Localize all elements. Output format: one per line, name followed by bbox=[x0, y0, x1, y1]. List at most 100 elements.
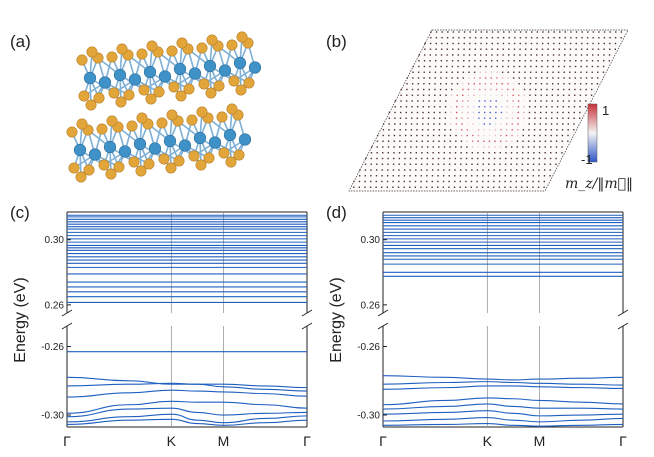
spin-dot bbox=[411, 100, 413, 102]
spin-dot bbox=[545, 111, 547, 114]
sulfur-atom bbox=[115, 96, 127, 108]
band-line bbox=[66, 400, 308, 414]
axis-break-mark bbox=[377, 322, 389, 330]
sulfur-atom bbox=[168, 81, 180, 93]
spin-dot bbox=[555, 157, 557, 160]
spin-dot bbox=[440, 48, 443, 50]
spin-dot bbox=[397, 180, 400, 183]
y-axis-label: Energy (eV) bbox=[328, 277, 345, 362]
tungsten-atom bbox=[218, 64, 232, 77]
spin-dot bbox=[394, 117, 396, 119]
spin-dot bbox=[547, 37, 550, 39]
spin-dot bbox=[484, 94, 486, 96]
spin-dot bbox=[435, 31, 438, 33]
spin-dot bbox=[573, 100, 576, 102]
spin-dot bbox=[425, 186, 428, 188]
spin-dot bbox=[397, 186, 400, 188]
spin-dot bbox=[540, 77, 543, 79]
spin-dot bbox=[502, 48, 504, 50]
spin-dot bbox=[615, 31, 617, 33]
spin-dot bbox=[449, 152, 451, 154]
band-line bbox=[66, 376, 308, 389]
spin-dot bbox=[424, 54, 426, 56]
spin-dot bbox=[597, 60, 599, 62]
spin-dot bbox=[474, 54, 476, 56]
spin-dot bbox=[478, 123, 480, 125]
spin-dot bbox=[557, 83, 559, 85]
spin-dot bbox=[455, 129, 457, 131]
spin-dot bbox=[538, 175, 540, 177]
spin-dot bbox=[539, 134, 541, 137]
spin-dot bbox=[482, 175, 484, 177]
spin-dot bbox=[620, 37, 622, 39]
spin-dot bbox=[387, 157, 389, 160]
spin-dot bbox=[522, 129, 525, 131]
spin-dot bbox=[406, 88, 408, 91]
spin-dot bbox=[467, 100, 469, 102]
spin-dot bbox=[427, 123, 430, 125]
spin-dot bbox=[534, 111, 536, 114]
spin-dot bbox=[567, 123, 570, 125]
sulfur-atom bbox=[226, 39, 238, 51]
spin-dot bbox=[493, 157, 496, 160]
spin-dot bbox=[527, 146, 530, 148]
y-tick-label: -0.26 bbox=[357, 342, 380, 353]
spin-dot bbox=[364, 175, 366, 177]
sulfur-atom bbox=[76, 118, 88, 130]
spin-dot bbox=[404, 163, 406, 165]
spin-dot bbox=[551, 83, 554, 85]
sulfur-atom bbox=[176, 37, 188, 49]
spin-dot bbox=[568, 106, 570, 108]
crystal-structure-image bbox=[66, 31, 262, 183]
sulfur-atom bbox=[83, 164, 95, 176]
spin-dot bbox=[509, 180, 512, 183]
spin-dot bbox=[449, 140, 451, 142]
spin-dot bbox=[448, 186, 450, 188]
sulfur-atom bbox=[186, 114, 198, 126]
spin-dot bbox=[527, 163, 529, 165]
spin-dot bbox=[549, 175, 551, 177]
spin-dot bbox=[404, 134, 407, 137]
spin-dot bbox=[400, 94, 402, 96]
spin-dot bbox=[454, 175, 456, 177]
spin-dot bbox=[534, 106, 536, 108]
spin-dot bbox=[557, 100, 559, 102]
spin-dot bbox=[353, 186, 355, 188]
spin-dot bbox=[614, 48, 616, 50]
sulfur-atom bbox=[108, 87, 120, 99]
spin-dot bbox=[439, 88, 442, 91]
spin-dot bbox=[557, 88, 559, 91]
spin-dot bbox=[592, 42, 594, 45]
spin-dot bbox=[399, 140, 401, 142]
spin-dot bbox=[485, 60, 487, 62]
spin-dot bbox=[437, 175, 439, 177]
spin-dot bbox=[536, 37, 538, 39]
spin-dot bbox=[508, 37, 510, 39]
spin-dot bbox=[435, 37, 438, 39]
spin-dot bbox=[443, 157, 445, 160]
spin-dot bbox=[517, 100, 520, 102]
spin-dot bbox=[526, 186, 529, 188]
spin-dot bbox=[426, 163, 428, 165]
spin-dot bbox=[382, 146, 384, 148]
spin-dot bbox=[460, 134, 463, 137]
tungsten-atom bbox=[163, 134, 177, 148]
spin-dot bbox=[462, 83, 464, 85]
spin-dot bbox=[507, 60, 510, 62]
spin-dot bbox=[552, 54, 555, 56]
spin-dot bbox=[476, 175, 478, 177]
spin-dot bbox=[603, 54, 605, 56]
sulfur-atom bbox=[85, 99, 97, 111]
spin-dot bbox=[446, 48, 448, 50]
sulfur-atom bbox=[135, 165, 147, 177]
tungsten-atom bbox=[83, 71, 97, 85]
spin-dot bbox=[398, 152, 401, 154]
spin-dot bbox=[487, 186, 489, 188]
spin-dot bbox=[466, 152, 468, 154]
spin-dot bbox=[437, 169, 439, 171]
spin-dot bbox=[414, 180, 417, 183]
spin-dot bbox=[562, 94, 565, 96]
spin-dot bbox=[525, 42, 527, 45]
spin-dot bbox=[386, 175, 389, 177]
spin-dot bbox=[422, 94, 425, 96]
